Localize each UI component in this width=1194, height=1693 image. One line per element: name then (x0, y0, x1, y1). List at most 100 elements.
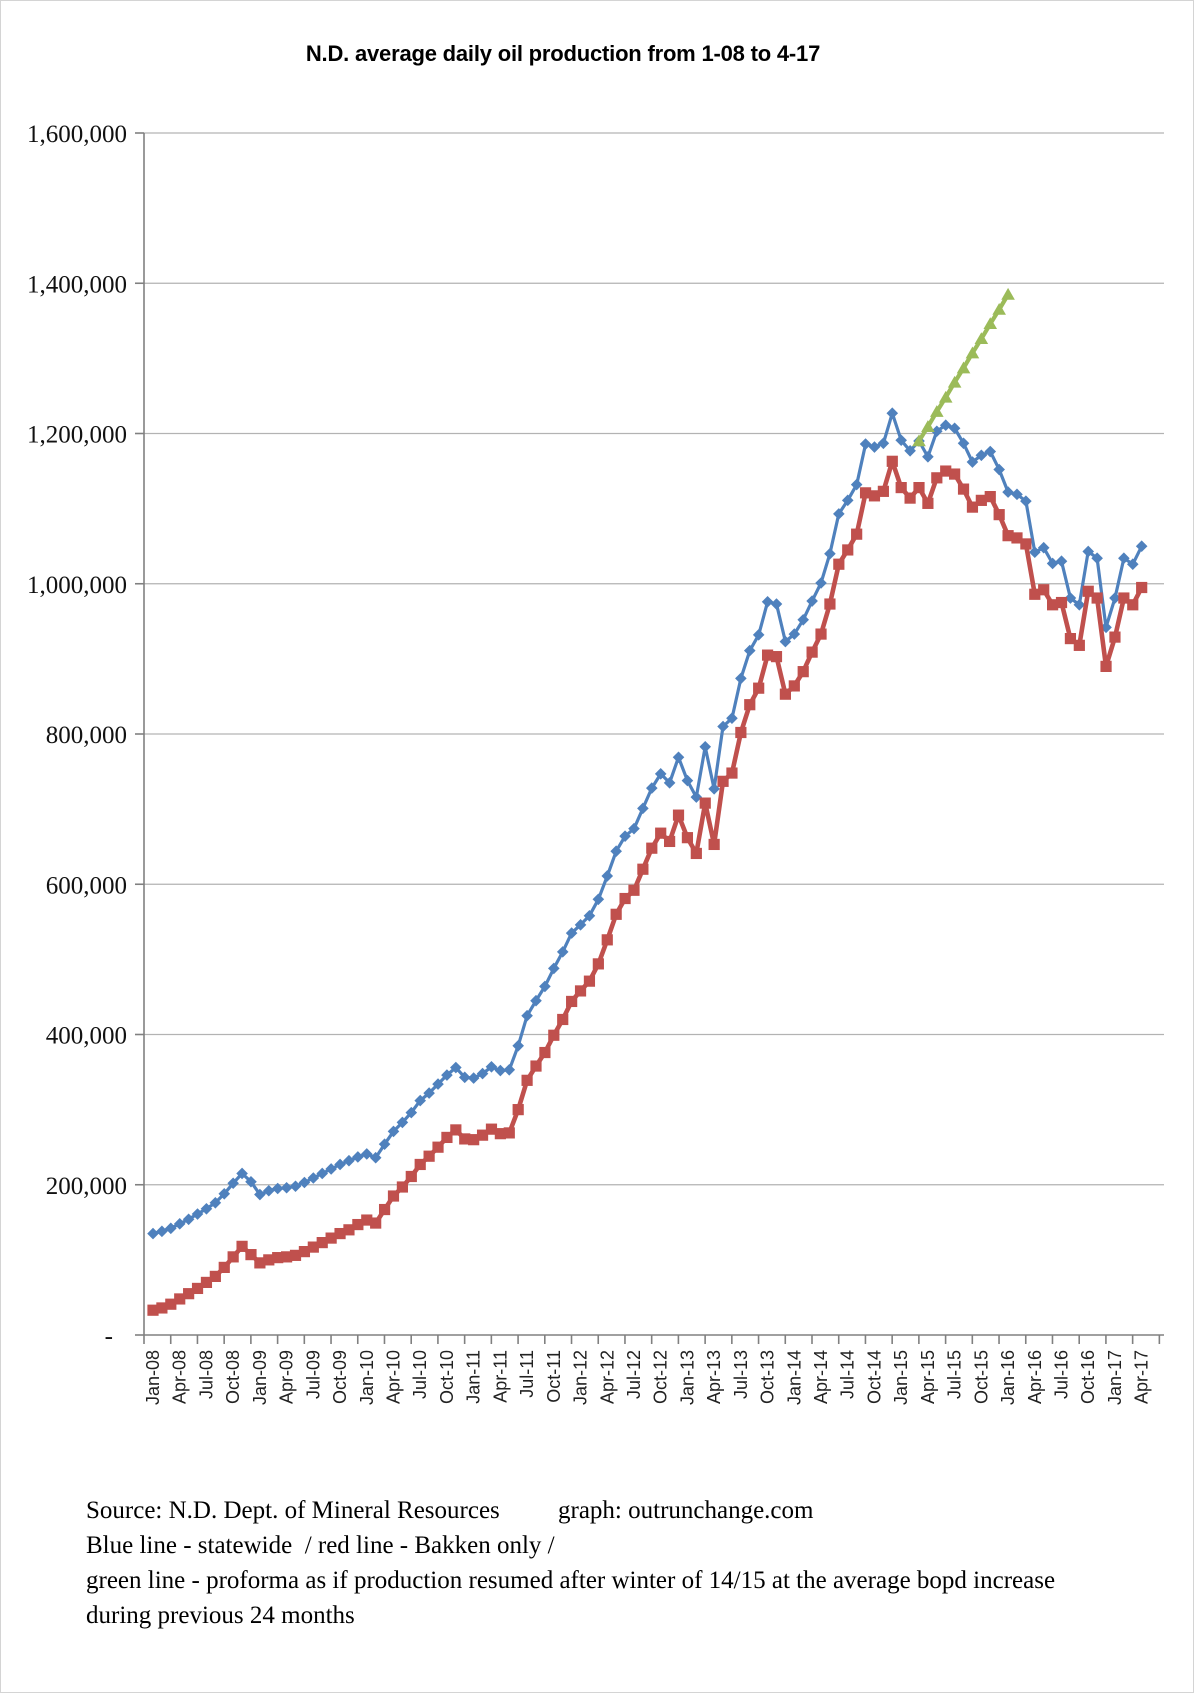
y-axis-label: 1,600,000 (27, 121, 127, 148)
x-axis-label: Jan-14 (784, 1350, 804, 1405)
bakken-marker (174, 1293, 186, 1305)
bakken-marker (236, 1240, 248, 1252)
x-axis-label: Apr-08 (170, 1350, 190, 1404)
bakken-marker (1064, 632, 1077, 645)
statewide-marker (824, 547, 836, 560)
y-axis-label: - (105, 1323, 113, 1350)
statewide-marker (1028, 546, 1041, 558)
statewide-marker (726, 712, 738, 725)
x-axis-label: Jul-12 (624, 1350, 644, 1399)
bakken-marker (245, 1249, 257, 1261)
bakken-marker (699, 797, 711, 809)
bakken-marker (574, 985, 587, 997)
statewide-marker (1135, 540, 1148, 552)
statewide-marker (1037, 541, 1050, 554)
bakken-marker (468, 1134, 480, 1146)
bakken-marker (904, 492, 916, 504)
bakken-marker (592, 958, 604, 970)
footer-row-source: Source: N.D. Dept. of Mineral Resources g… (86, 1493, 1146, 1528)
source-text: Source: N.D. Dept. of Mineral Resources (86, 1497, 500, 1524)
bakken-marker (895, 481, 907, 494)
statewide-marker (592, 893, 605, 906)
statewide-marker (663, 777, 676, 789)
statewide-marker (209, 1196, 222, 1209)
y-axis-label: 200,000 (46, 1173, 127, 1200)
statewide-marker (307, 1172, 320, 1184)
bakken-marker (263, 1254, 275, 1266)
y-axis-label: 1,200,000 (27, 422, 127, 449)
bakken-marker (842, 544, 854, 556)
statewide-marker (788, 628, 801, 640)
bakken-marker (984, 491, 996, 503)
x-axis-label: Jan-15 (891, 1350, 911, 1405)
bakken-marker (227, 1251, 239, 1263)
statewide-marker (628, 822, 640, 835)
statewide-marker (1118, 552, 1130, 565)
x-axis-label: Jul-10 (410, 1350, 430, 1399)
x-axis-label: Jul-08 (196, 1350, 216, 1399)
statewide-marker (993, 463, 1005, 476)
x-axis-label: Jul-15 (945, 1350, 965, 1399)
bakken-marker (272, 1252, 284, 1264)
statewide-marker (939, 419, 952, 432)
bakken-marker (931, 472, 943, 484)
y-axis-label: 1,400,000 (27, 271, 127, 298)
statewide-marker (743, 644, 756, 657)
statewide-marker (378, 1138, 391, 1150)
proforma-marker (992, 302, 1006, 315)
x-axis-label: Apr-11 (490, 1350, 510, 1403)
statewide-marker (458, 1071, 471, 1084)
statewide-marker (494, 1064, 507, 1077)
bakken-marker (191, 1282, 204, 1295)
proforma-marker (930, 405, 944, 417)
statewide-marker (191, 1208, 204, 1220)
statewide-marker (1082, 545, 1095, 558)
statewide-marker (708, 783, 720, 795)
bakken-marker (343, 1224, 355, 1236)
statewide-marker (717, 720, 729, 733)
x-axis-label: Oct-15 (971, 1350, 991, 1404)
statewide-marker (957, 437, 970, 450)
proforma-note-line1: green line - proforma as if production r… (86, 1567, 1056, 1594)
statewide-marker (548, 962, 560, 975)
bakken-marker (1127, 599, 1139, 611)
bakken-marker (432, 1141, 444, 1153)
bakken-marker (681, 832, 694, 844)
statewide-marker (565, 927, 578, 939)
statewide-marker (432, 1078, 444, 1090)
statewide-marker (877, 437, 890, 450)
statewide-marker (352, 1151, 364, 1163)
bakken-marker (966, 501, 979, 513)
bakken-marker (806, 646, 818, 658)
bakken-marker (1011, 532, 1023, 544)
bakken-marker (325, 1232, 337, 1244)
bakken-marker (601, 934, 613, 946)
bakken-marker (1073, 639, 1085, 651)
x-axis-label: Jan-08 (143, 1350, 163, 1405)
bakken-marker (708, 838, 720, 851)
bakken-marker (557, 1013, 569, 1026)
statewide-marker (1126, 558, 1139, 571)
bakken-marker (735, 726, 747, 739)
bakken-marker (949, 468, 961, 480)
bakken-marker (156, 1302, 168, 1314)
bakken-marker (1136, 581, 1148, 594)
bakken-marker (1100, 660, 1112, 672)
statewide-marker (779, 635, 792, 648)
statewide-marker (966, 456, 979, 468)
statewide-marker (245, 1175, 257, 1188)
x-axis-label: Jul-09 (303, 1350, 323, 1399)
x-axis-label: Oct-09 (330, 1350, 350, 1404)
statewide-marker (761, 595, 774, 608)
statewide-marker (173, 1218, 186, 1230)
y-axis-label: 1,000,000 (27, 572, 127, 599)
legend-text: Blue line - statewide / red line - Bakke… (86, 1532, 555, 1559)
y-axis-label: 800,000 (46, 722, 127, 749)
x-axis-label: Jan-13 (677, 1350, 697, 1405)
statewide-marker (387, 1125, 400, 1138)
proforma-marker (956, 361, 971, 374)
proforma-marker (921, 420, 935, 432)
statewide-marker (1064, 592, 1077, 604)
statewide-line (152, 411, 1144, 1236)
